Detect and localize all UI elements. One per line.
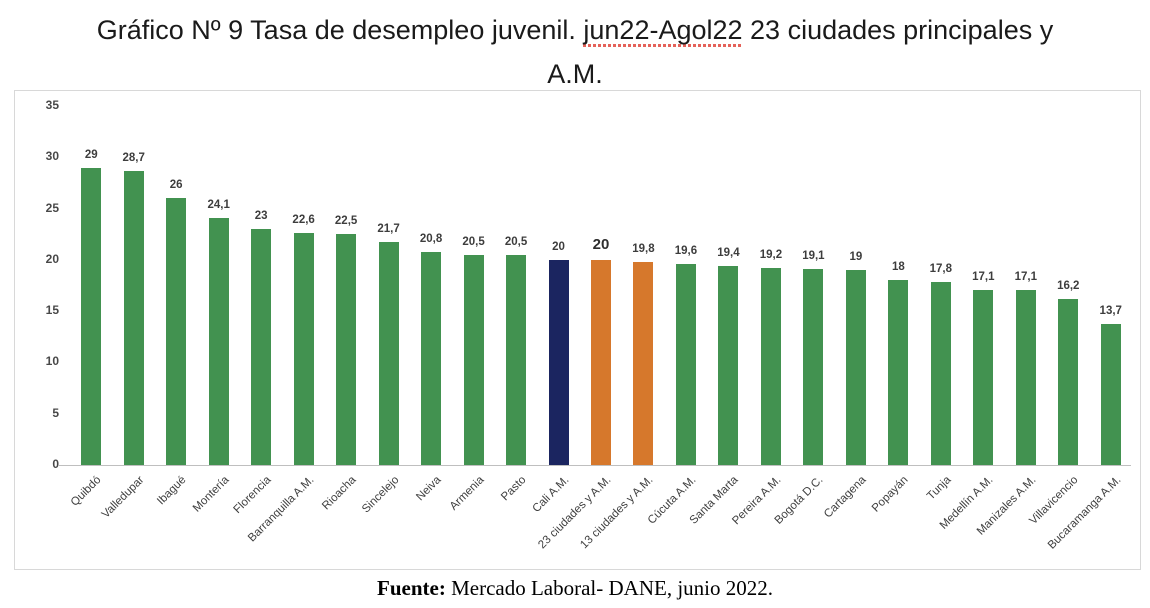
bar-value-label: 22,5 <box>334 215 358 228</box>
bar-value-label: 19,8 <box>632 242 655 255</box>
x-axis-category-label: Cartagena <box>821 474 869 521</box>
bar-value-label: 19,6 <box>674 244 698 257</box>
x-axis-category-label: Cali A.M. <box>529 474 572 516</box>
bar-Cartagena <box>845 270 866 465</box>
x-axis-category-label: Santa Marta <box>688 474 741 527</box>
x-axis-category-label: Rioacha <box>320 474 359 513</box>
bar-Armenia <box>463 254 484 465</box>
bar-23 ciudades y A.M. <box>591 259 611 465</box>
chart-title-text-suffix: 23 ciudades principales y <box>742 15 1054 45</box>
x-axis-category-label: Villavicencio <box>1027 474 1081 528</box>
bar-value-label: 20,8 <box>419 232 443 245</box>
bar-Florencia <box>251 229 272 465</box>
bar-Cali A.M. <box>548 259 569 465</box>
y-axis-tick-label: 10 <box>45 354 59 369</box>
chart-title-text-prefix: Gráfico Nº 9 Tasa de desempleo juvenil. <box>96 15 584 45</box>
chart-title-spellcheck-highlight: jun22-Agol22 <box>583 15 743 47</box>
bar-value-label: 21,7 <box>377 223 400 236</box>
y-axis-tick-label: 35 <box>45 98 59 112</box>
bar-value-label: 20,5 <box>504 235 528 248</box>
bar-value-label: 19,4 <box>717 247 740 259</box>
bar-value-label: 19 <box>849 251 863 264</box>
y-axis-tick-label: 15 <box>45 303 59 318</box>
chart-title-line2: A.M. <box>547 59 603 89</box>
x-axis-category-label: Neiva <box>414 474 444 504</box>
bar-Manizales A.M. <box>1015 289 1036 465</box>
x-axis-category-label: Florencia <box>231 474 274 516</box>
x-axis-category-label: Valledupar <box>99 474 147 521</box>
x-axis-category-label: Bucaramanga A.M. <box>1045 474 1124 552</box>
bar-Cúcuta A.M. <box>675 263 696 465</box>
source-note-text: Mercado Laboral- DANE, junio 2022. <box>445 576 773 600</box>
bar-Bogotá D.C. <box>803 269 824 465</box>
bar-value-label: 18 <box>891 261 905 274</box>
bar-value-label: 23 <box>254 210 268 223</box>
bar-Villavicencio <box>1058 298 1079 465</box>
bar-value-label: 20 <box>552 240 565 253</box>
bar-value-label: 22,6 <box>292 214 315 227</box>
x-axis-category-label: Cúcuta A.M. <box>645 474 699 527</box>
bar-value-label: 19,1 <box>802 250 825 263</box>
bar-Medellín A.M. <box>973 289 994 465</box>
bar-13 ciudades y A.M. <box>633 261 654 465</box>
chart-title: Gráfico Nº 9 Tasa de desempleo juvenil. … <box>0 0 1150 96</box>
bar-value-label: 17,8 <box>929 263 953 276</box>
bar-Santa Marta <box>718 266 739 465</box>
bar-Neiva <box>421 251 442 465</box>
bar-Popayán <box>888 280 909 465</box>
x-axis-category-label: Pasto <box>499 474 529 504</box>
source-note-label: Fuente: <box>377 576 446 600</box>
bar-value-label: 16,2 <box>1057 279 1080 292</box>
x-axis-category-label: Bogotá D.C. <box>773 474 826 527</box>
y-axis-tick-label: 20 <box>45 251 59 266</box>
x-axis-category-label: Quibdó <box>69 474 104 509</box>
bar-Pereira A.M. <box>760 268 781 465</box>
bar-Tunja <box>930 282 951 465</box>
x-axis-category-label: Tunja <box>924 474 954 503</box>
y-axis-tick-label: 30 <box>45 149 59 164</box>
bar-Bucaramanga A.M. <box>1100 324 1121 465</box>
bar-value-label: 28,7 <box>122 151 145 164</box>
x-axis-line <box>59 465 1131 466</box>
x-axis-category-label: Manizales A.M. <box>974 474 1039 538</box>
chart-title-line1: Gráfico Nº 9 Tasa de desempleo juvenil. … <box>0 8 1150 52</box>
bar-Pasto <box>506 254 527 465</box>
x-axis-category-label: Popayán <box>870 474 911 515</box>
y-axis-tick-label: 5 <box>52 405 59 420</box>
bar-value-label: 17,1 <box>1014 270 1037 283</box>
bar-Valledupar <box>123 170 144 465</box>
source-note: Fuente: Mercado Laboral- DANE, junio 202… <box>0 576 1150 601</box>
bar-Sincelejo <box>378 242 399 465</box>
x-axis-category-label: Barranquilla A.M. <box>245 474 317 545</box>
bar-Quibdó <box>81 167 102 465</box>
chart-plot-frame: 35 30 25 20 15 10 5 0 29 Quibdó 28,7 Valledupar 26 Ib… <box>14 90 1141 570</box>
y-axis-tick-label: 0 <box>52 457 59 471</box>
y-axis-tick-label: 25 <box>45 200 59 215</box>
x-axis-category-label: Sincelejo <box>359 474 402 516</box>
bar-Rioacha <box>336 234 357 465</box>
bar-value-label: 13,7 <box>1099 305 1122 318</box>
bar-value-label: 19,2 <box>759 249 783 262</box>
bar-value-label: 20 <box>592 235 610 253</box>
x-axis-category-label: Medellín A.M. <box>938 474 996 532</box>
x-axis-category-label: Ibagué <box>155 474 189 508</box>
bar-Montería <box>208 217 229 465</box>
x-axis-category-label: 13 ciudades y A.M. <box>578 474 656 552</box>
x-axis-category-label: Armenia <box>447 474 487 513</box>
x-axis-category-label: 23 ciudades y A.M. <box>536 474 614 552</box>
bar-Ibagué <box>166 198 187 465</box>
bar-value-label: 24,1 <box>207 198 230 211</box>
bar-value-label: 20,5 <box>462 235 485 248</box>
bar-Barranquilla A.M. <box>293 233 314 465</box>
bar-value-label: 29 <box>84 148 98 161</box>
x-axis-category-label: Pereira A.M. <box>730 474 784 528</box>
bar-value-label: 17,1 <box>972 270 995 283</box>
x-axis-category-label: Montería <box>190 474 232 515</box>
bar-value-label: 26 <box>169 179 183 192</box>
